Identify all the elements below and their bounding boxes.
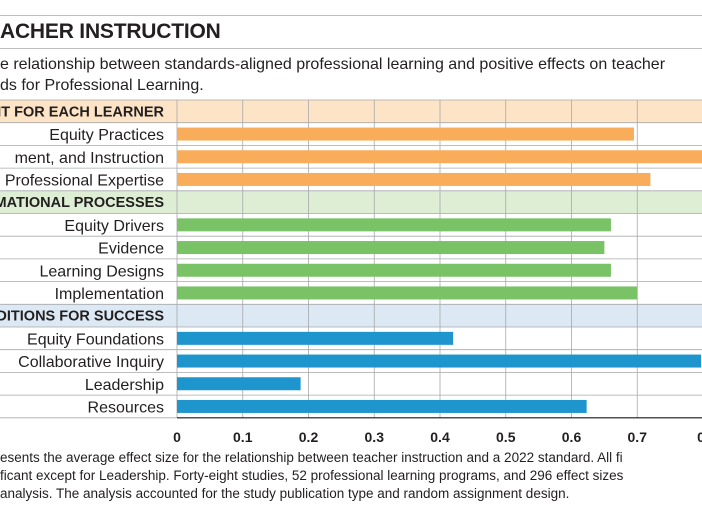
category-label: Implementation: [55, 286, 164, 303]
category-label: Professional Expertise: [5, 172, 164, 189]
group-label: MATIONAL PROCESSES: [0, 195, 164, 211]
x-tick-label: 0.5: [496, 429, 516, 445]
category-label: Equity Drivers: [64, 218, 164, 235]
title-rule: [0, 48, 702, 49]
footnote-line-2: ficant except for Leadership. Forty-eigh…: [0, 468, 624, 483]
category-label: Learning Designs: [39, 263, 164, 280]
bar: [177, 263, 611, 277]
group-band: [0, 190, 702, 214]
bar: [177, 150, 702, 164]
bar: [177, 331, 454, 345]
group-band: [0, 304, 702, 327]
x-tick-label: 0: [173, 429, 181, 445]
category-label: Evidence: [98, 241, 164, 258]
x-tick-label: 0.1: [233, 429, 253, 445]
x-tick-label: 0.2: [299, 429, 319, 445]
bar: [177, 218, 611, 232]
x-tick-label: 0.6: [562, 429, 582, 445]
category-label: Equity Practices: [49, 127, 164, 144]
bar: [177, 399, 587, 413]
footnote-line-3: analysis. The analysis accounted for the…: [0, 486, 570, 501]
x-tick-label: 0.4: [430, 429, 450, 445]
category-label: Equity Foundations: [27, 331, 164, 348]
bar: [177, 354, 702, 368]
category-label: Leadership: [85, 377, 164, 394]
x-tick-label: 0.: [697, 429, 702, 445]
footnote-line-1: esents the average effect size for the r…: [0, 450, 623, 465]
bar: [177, 172, 651, 186]
category-label: Collaborative Inquiry: [18, 354, 164, 371]
category-label: Resources: [88, 399, 164, 416]
group-label: NT FOR EACH LEARNER: [0, 104, 165, 120]
x-tick-label: 0.3: [365, 429, 385, 445]
bar: [177, 286, 638, 300]
chart-title: ACHER INSTRUCTION: [0, 20, 221, 43]
top-rule: [0, 15, 702, 16]
subtitle-line-2: ds for Professional Learning.: [0, 77, 204, 94]
group-label: DITIONS FOR SUCCESS: [0, 309, 164, 325]
category-label: ment, and Instruction: [15, 150, 164, 167]
bar: [177, 377, 301, 391]
bar: [177, 127, 634, 141]
bar: [177, 241, 605, 255]
group-band: [0, 100, 702, 123]
x-tick-label: 0.7: [628, 429, 648, 445]
subtitle-line-1: e relationship between standards-aligned…: [0, 56, 666, 73]
